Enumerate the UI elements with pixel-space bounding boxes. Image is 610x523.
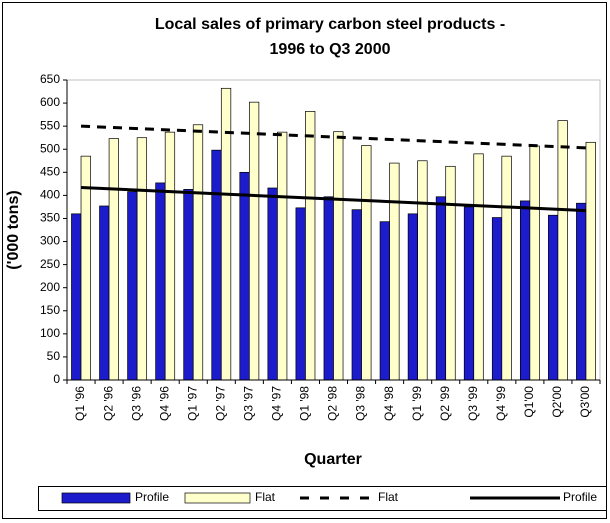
y-tick-label: 550 <box>40 118 60 132</box>
bar <box>164 131 176 381</box>
x-tick-label: Q2 '96 <box>101 386 115 421</box>
bar <box>267 187 278 381</box>
bar <box>248 101 260 381</box>
y-tick-label: 450 <box>40 164 60 178</box>
y-tick-label: 250 <box>40 257 60 271</box>
bar <box>333 131 344 381</box>
bar <box>445 165 456 381</box>
y-tick-label: 600 <box>40 95 60 109</box>
x-tick-label: Q1 '97 <box>185 386 199 421</box>
bar <box>351 209 362 381</box>
y-tick-label: 0 <box>53 372 60 386</box>
x-tick-label: Q4 '96 <box>157 386 171 421</box>
bar <box>183 189 194 381</box>
bar <box>108 138 119 381</box>
bar <box>71 213 82 381</box>
bar <box>407 213 419 381</box>
chart-title: 1996 to Q3 2000 <box>270 41 391 58</box>
bar <box>361 145 372 381</box>
bar <box>529 145 540 381</box>
x-tick-label: Q3 '96 <box>129 386 143 421</box>
bar <box>155 182 166 381</box>
legend-label: Profile <box>135 490 169 504</box>
bar <box>576 202 587 381</box>
bar <box>585 141 596 381</box>
y-tick-label: 400 <box>40 188 60 202</box>
y-tick-label: 350 <box>40 211 60 225</box>
x-tick-label: Q2 '97 <box>213 386 227 421</box>
y-tick-label: 200 <box>40 280 60 294</box>
x-tick-label: Q3 '98 <box>354 386 368 421</box>
x-tick-label: Q2 '99 <box>438 386 452 421</box>
x-tick-label: Q4 '97 <box>270 386 284 421</box>
x-tick-label: Q3 '99 <box>466 386 480 421</box>
bar <box>501 155 512 381</box>
y-tick-label: 50 <box>47 349 61 363</box>
bar <box>389 162 400 381</box>
legend-label: Profile <box>563 490 597 504</box>
y-tick-label: 300 <box>40 234 60 248</box>
x-tick-label: Q2'00 <box>550 386 564 418</box>
bar <box>99 205 110 381</box>
x-tick-label: Q4 '98 <box>382 386 396 421</box>
bar <box>295 207 306 381</box>
bar <box>548 214 559 381</box>
x-tick-label: Q1 '99 <box>410 386 424 421</box>
y-tick-label: 150 <box>40 303 60 317</box>
x-tick-label: Q1 '98 <box>298 386 312 421</box>
trendline <box>80 186 587 213</box>
bar <box>211 149 222 381</box>
bar <box>473 153 484 381</box>
x-tick-label: Q3 '97 <box>242 386 256 421</box>
bar <box>323 196 334 381</box>
bar <box>239 171 250 381</box>
x-axis-title: Quarter <box>304 451 362 468</box>
y-tick-label: 500 <box>40 141 60 155</box>
x-tick-label: Q4 '99 <box>494 386 508 421</box>
bar <box>557 120 568 381</box>
bar <box>127 191 138 381</box>
bar <box>491 217 503 381</box>
bar <box>435 196 447 381</box>
legend-swatch <box>184 492 251 504</box>
x-tick-label: Q2 '98 <box>326 386 340 421</box>
bar <box>305 111 316 381</box>
legend-label: Flat <box>378 490 399 504</box>
bar <box>417 160 428 381</box>
bar <box>136 137 148 381</box>
bar <box>463 206 475 381</box>
x-tick-label: Q1'00 <box>522 386 536 418</box>
legend-label: Flat <box>255 490 276 504</box>
trendline <box>80 124 587 150</box>
x-tick-label: Q3'00 <box>578 386 592 418</box>
legend-swatch <box>61 492 131 504</box>
bar <box>379 221 390 381</box>
bar <box>277 131 288 381</box>
bar <box>519 200 531 381</box>
x-tick-label: Q1 '96 <box>73 386 87 421</box>
bar <box>80 155 91 381</box>
y-tick-label: 650 <box>40 72 60 86</box>
bar <box>192 124 204 381</box>
chart-title: Local sales of primary carbon steel prod… <box>155 16 505 33</box>
y-tick-label: 100 <box>40 326 60 340</box>
y-axis-title: ('000 tons) <box>5 190 22 269</box>
